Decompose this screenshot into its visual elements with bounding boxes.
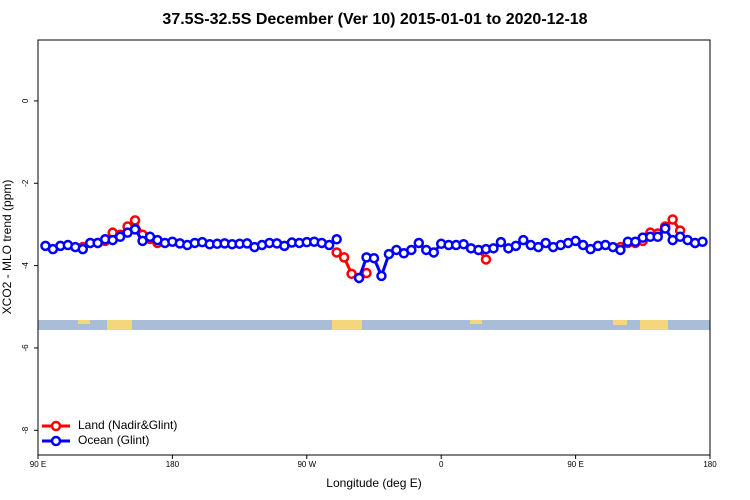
data-point (495, 236, 507, 248)
x-tick-label: 0 (439, 460, 444, 469)
data-point (383, 248, 395, 260)
data-point (323, 239, 335, 251)
data-point (338, 252, 350, 263)
data-point (540, 237, 551, 249)
x-tick-label: 90 E (567, 460, 583, 469)
chart-title: 37.5S-32.5S December (Ver 10) 2015-01-01… (162, 11, 587, 28)
legend-marker (50, 435, 62, 447)
data-point (346, 268, 357, 280)
data-point (533, 241, 544, 253)
data-point (137, 235, 148, 247)
data-point (510, 240, 522, 252)
x-axis-label: Longitude (deg E) (326, 476, 421, 490)
y-tick-label: -2 (21, 179, 30, 187)
land-mask-strip (38, 320, 710, 330)
y-tick-label: 0 (21, 98, 30, 103)
y-axis-label: XCO2 - MLO trend (ppm) (0, 180, 14, 315)
data-point (353, 272, 365, 284)
data-point (458, 238, 469, 250)
legend-marker (50, 420, 62, 432)
legend-label: Ocean (Glint) (78, 433, 149, 447)
data-point (615, 244, 626, 256)
data-point (376, 270, 387, 282)
data-point (488, 243, 499, 254)
data-point (114, 231, 126, 243)
data-point (331, 234, 342, 245)
data-point (577, 239, 589, 251)
x-tick-label: 180 (703, 460, 717, 469)
data-point (129, 215, 141, 226)
data-point (652, 231, 663, 243)
legend-label: Land (Nadir&Glint) (78, 418, 177, 432)
data-point (406, 244, 417, 256)
data-point (331, 247, 342, 258)
series (40, 223, 708, 284)
data-point (129, 224, 141, 235)
data-point (518, 234, 529, 246)
data-point (570, 235, 581, 247)
data-point (630, 236, 641, 247)
data-point (480, 254, 492, 265)
data-point (667, 214, 678, 225)
data-point (659, 223, 671, 234)
data-point (77, 243, 89, 255)
data-point (413, 237, 425, 249)
y-tick-label: -6 (21, 344, 30, 352)
plot-frame (37, 39, 711, 456)
x-tick-label: 90 W (297, 460, 316, 469)
y-tick-label: -8 (21, 426, 30, 434)
x-tick-label: 90 E (30, 460, 46, 469)
data-point (361, 267, 372, 279)
data-point (428, 247, 439, 258)
data-point (368, 252, 380, 264)
data-point (697, 236, 708, 247)
x-tick-label: 180 (166, 460, 180, 469)
y-tick-label: -4 (21, 262, 30, 270)
